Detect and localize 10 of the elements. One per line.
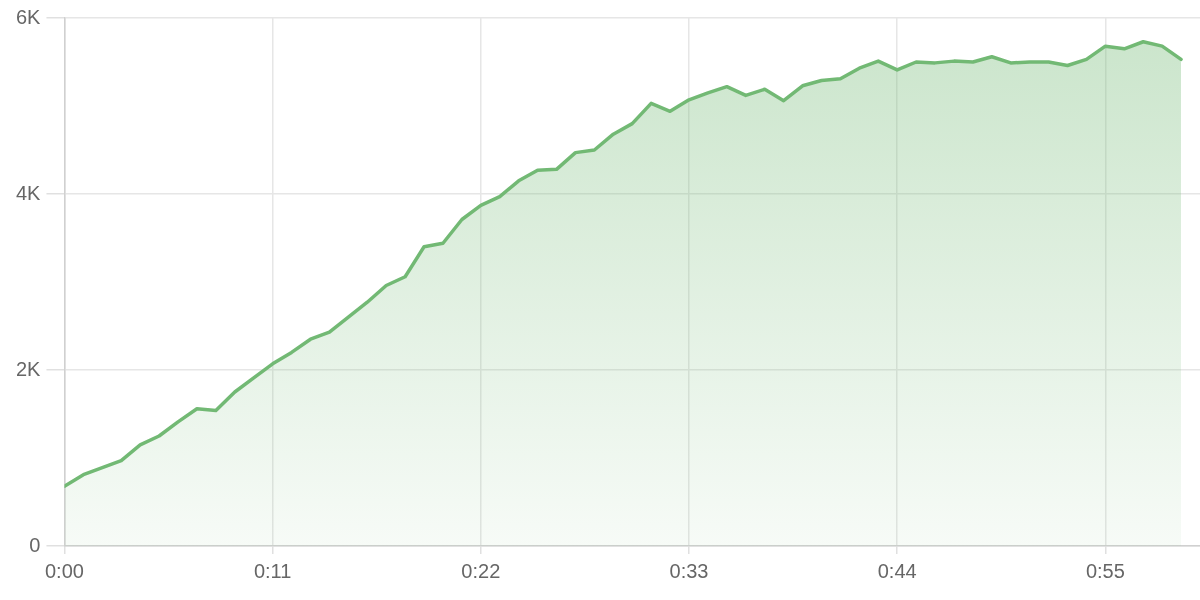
y-tick-label: 2K: [15, 357, 42, 380]
x-tick-label: 0:00: [44, 559, 84, 582]
x-tick-label: 0:55: [1085, 559, 1125, 582]
y-tick-label: 6K: [15, 5, 42, 28]
x-tick-label: 0:22: [461, 559, 501, 582]
x-tick-label: 0:33: [669, 559, 709, 582]
x-tick-label: 0:11: [253, 559, 292, 582]
y-tick-label: 0: [29, 533, 41, 556]
y-tick-label: 4K: [15, 181, 42, 204]
x-tick-label: 0:44: [877, 559, 917, 582]
